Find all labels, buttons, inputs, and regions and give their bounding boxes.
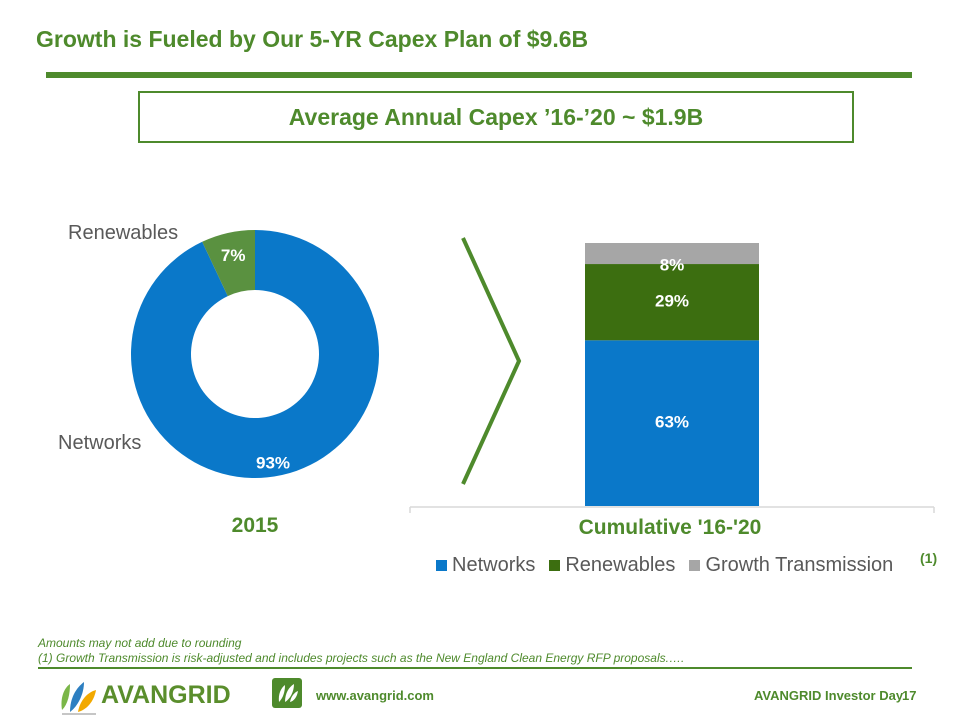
footnote-marker: (1): [920, 550, 938, 566]
capex-callout-text: Average Annual Capex ’16-’20 ~ $1.9B: [288, 103, 704, 130]
donut-slice-renewables: [202, 230, 255, 297]
page-number: 17: [902, 688, 917, 703]
footnotes: Amounts may not add due to rounding (1) …: [38, 636, 684, 666]
capex-callout-box: Average Annual Capex ’16-’20 ~ $1.9B: [138, 91, 854, 143]
event-name: AVANGRID Investor Day: [754, 688, 904, 703]
avangrid-leaf-logo-icon: [61, 682, 96, 715]
donut-data-label: 93%: [256, 453, 290, 472]
chevron-arrow-icon: [461, 237, 522, 485]
page-title: Growth is Fueled by Our 5-YR Capex Plan …: [36, 26, 589, 52]
web-leaf-icon: [272, 678, 302, 708]
bar-segment-networks: [585, 340, 759, 506]
footer-divider: [38, 667, 912, 669]
donut-chart: 93% 7%: [130, 230, 379, 478]
bar-segment-renewables: [585, 264, 759, 341]
bar-data-label: 63%: [655, 413, 689, 432]
legend-label: Renewables: [565, 554, 676, 576]
networks-side-label: Networks: [58, 432, 142, 454]
note-rounding: Amounts may not add due to rounding: [38, 636, 242, 650]
legend-label: Networks: [452, 554, 536, 576]
legend-swatch: [436, 560, 447, 571]
title-divider: [46, 72, 912, 78]
legend-swatch: [549, 560, 561, 571]
stacked-bar-chart: 63% 29% 8%: [409, 243, 935, 513]
bar-category-label: Cumulative '16-'20: [578, 516, 762, 539]
donut-data-label: 7%: [221, 246, 246, 265]
note-growth-transmission: (1) Growth Transmission is risk-adjusted…: [38, 651, 685, 665]
legend-label: Growth Transmission: [705, 554, 894, 576]
donut-slice-networks: [130, 230, 379, 478]
legend-item-growth-transmission: Growth Transmission: [689, 554, 893, 577]
bar-segment-growth-transmission: [585, 243, 759, 265]
brand-wordmark: AVANGRID: [101, 681, 231, 709]
legend-swatch: [689, 560, 701, 571]
donut-category-label: 2015: [231, 514, 279, 537]
renewables-side-label: Renewables: [68, 222, 179, 244]
legend-item-renewables: Renewables: [549, 554, 675, 577]
chart-legend: Networks Renewables Growth Transmission: [436, 554, 893, 577]
bar-data-label: 8%: [660, 256, 685, 275]
website-link[interactable]: www.avangrid.com: [316, 688, 434, 703]
bar-data-label: 29%: [655, 292, 689, 311]
legend-item-networks: Networks: [436, 554, 535, 577]
